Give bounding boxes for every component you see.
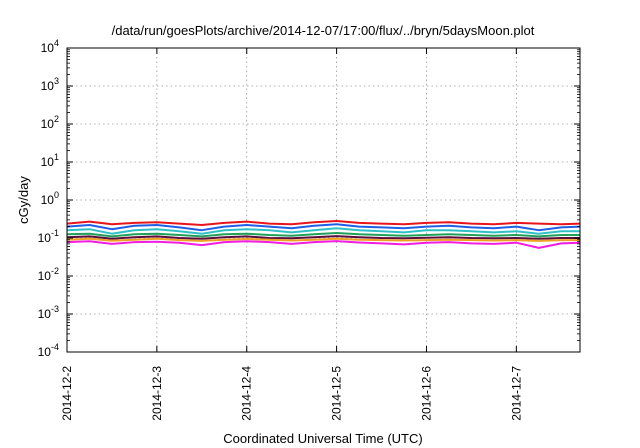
y-tick-label: 101 [41, 152, 59, 169]
y-tick-label: 10-3 [38, 304, 59, 321]
x-tick-label: 2014-12-7 [509, 366, 523, 421]
x-tick-label: 2014-12-4 [240, 366, 254, 421]
x-axis-label: Coordinated Universal Time (UTC) [223, 431, 422, 446]
x-axis-ticks: 2014-12-2 2014-12-3 2014-12-4 2014-12-5 2014… [60, 48, 523, 421]
series-line [66, 237, 580, 242]
x-tick-label: 2014-12-6 [419, 366, 433, 421]
y-tick-label: 100 [41, 190, 59, 207]
y-tick-label: 104 [41, 38, 59, 55]
y-axis-ticks: 10-4 10-3 10-2 10-1 100 101 102 103 104 [38, 38, 580, 359]
series-line [66, 232, 580, 238]
chart-title: /data/run/goesPlots/archive/2014-12-07/1… [112, 23, 535, 38]
y-tick-label: 10-2 [38, 266, 59, 283]
x-tick-label: 2014-12-3 [150, 366, 164, 421]
series-line [66, 223, 581, 232]
x-tick-label: 2014-12-2 [60, 366, 74, 421]
series-line [66, 240, 581, 249]
series-line [66, 235, 580, 240]
y-tick-label: 103 [41, 76, 59, 93]
series-line [66, 220, 581, 226]
y-tick-label: 102 [41, 114, 59, 131]
y-tick-label: 10-4 [38, 342, 59, 359]
x-tick-label: 2014-12-5 [330, 366, 344, 421]
y-tick-label: 10-1 [38, 228, 59, 245]
y-axis-label: cGy/day [16, 176, 31, 224]
series-group [66, 220, 581, 249]
series-line [66, 227, 580, 235]
